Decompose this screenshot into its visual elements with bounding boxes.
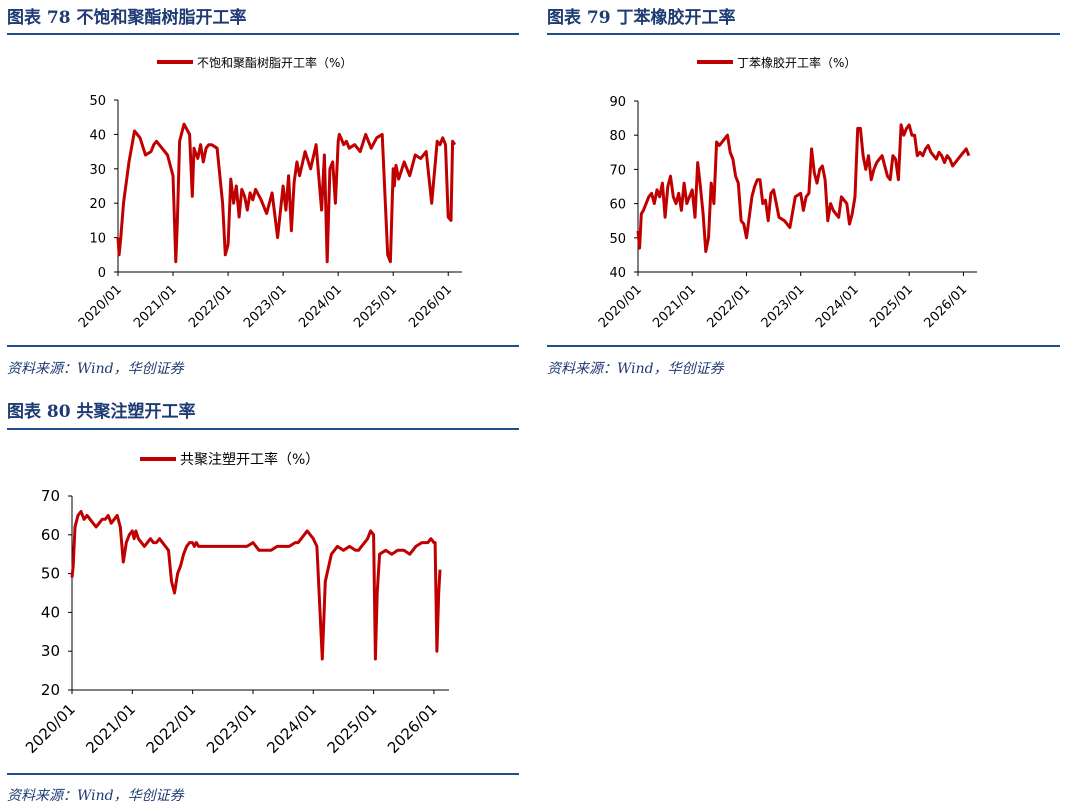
x-tick-label: 2023/01 xyxy=(759,282,808,331)
x-tick-label: 2024/01 xyxy=(263,700,320,757)
y-tick-label: 60 xyxy=(41,526,60,544)
x-tick-label: 2022/01 xyxy=(705,282,754,331)
x-tick-label: 2020/01 xyxy=(596,282,645,331)
title-rule xyxy=(7,33,519,35)
series-line xyxy=(70,510,442,661)
source-rule xyxy=(547,345,1060,347)
y-tick-label: 40 xyxy=(89,128,106,143)
x-tick-label: 2026/01 xyxy=(921,282,970,331)
y-tick-label: 80 xyxy=(609,129,626,144)
chart-title: 图表 78 不饱和聚酯树脂开工率 xyxy=(7,8,247,28)
y-tick-label: 50 xyxy=(89,94,106,109)
source-rule xyxy=(7,345,519,347)
y-tick-label: 50 xyxy=(609,232,626,247)
x-tick-label: 2023/01 xyxy=(241,282,290,331)
chart-title: 图表 79 丁苯橡胶开工率 xyxy=(547,8,736,28)
x-tick-label: 2025/01 xyxy=(351,282,400,331)
y-tick-label: 30 xyxy=(41,642,60,660)
panel-80: 图表 80 共聚注塑开工率 共聚注塑开工率（%） 20 30 40 50 60 70 2020… xyxy=(7,400,519,809)
x-tick-label: 2024/01 xyxy=(296,282,345,331)
y-tick-label: 50 xyxy=(41,565,60,583)
title-rule xyxy=(7,428,519,430)
source-note: 资料来源：Wind，华创证券 xyxy=(7,788,184,804)
x-tick-label: 2021/01 xyxy=(650,282,699,331)
x-tick-label: 2022/01 xyxy=(143,700,200,757)
x-tick-label: 2026/01 xyxy=(406,282,455,331)
legend-label: 丁苯橡胶开工率（%） xyxy=(737,55,856,70)
x-tick-label: 2025/01 xyxy=(867,282,916,331)
panel-78: 图表 78 不饱和聚酯树脂开工率 不饱和聚酯树脂开工率（%） 0 10 20 30 40 5… xyxy=(7,6,519,386)
x-tick-label: 2025/01 xyxy=(324,700,381,757)
y-tick-label: 10 xyxy=(89,232,106,247)
chart-title: 图表 80 共聚注塑开工率 xyxy=(7,402,196,422)
y-tick-label: 0 xyxy=(98,266,106,281)
panel-79: 图表 79 丁苯橡胶开工率 丁苯橡胶开工率（%） 40 50 60 70 80 90 2020… xyxy=(547,6,1060,386)
y-tick-label: 70 xyxy=(41,487,60,505)
y-tick-label: 30 xyxy=(89,163,106,178)
y-tick-label: 60 xyxy=(609,198,626,213)
y-tick-label: 20 xyxy=(41,681,60,699)
legend-label: 共聚注塑开工率（%） xyxy=(180,451,319,468)
x-tick-label: 2022/01 xyxy=(186,282,235,331)
series-line xyxy=(116,122,457,264)
chart-svg: 丁苯橡胶开工率（%） 40 50 60 70 80 90 2020/01 2021/01 2022… xyxy=(596,55,977,331)
y-tick-label: 70 xyxy=(609,163,626,178)
title-rule xyxy=(547,33,1060,35)
chart-svg: 共聚注塑开工率（%） 20 30 40 50 60 70 2020/01 2021/01 2022… xyxy=(22,451,449,757)
x-tick-label: 2024/01 xyxy=(813,282,862,331)
source-note: 资料来源：Wind，华创证券 xyxy=(547,361,724,377)
y-tick-label: 40 xyxy=(41,603,60,621)
x-tick-label: 2020/01 xyxy=(22,700,79,757)
y-tick-label: 40 xyxy=(609,266,626,281)
y-tick-label: 90 xyxy=(609,95,626,110)
legend-label: 不饱和聚酯树脂开工率（%） xyxy=(197,55,352,70)
x-tick-label: 2023/01 xyxy=(203,700,260,757)
source-note: 资料来源：Wind，华创证券 xyxy=(7,361,184,377)
x-tick-label: 2021/01 xyxy=(82,700,139,757)
x-tick-label: 2021/01 xyxy=(131,282,180,331)
x-tick-label: 2026/01 xyxy=(384,700,441,757)
x-tick-label: 2020/01 xyxy=(76,282,125,331)
source-rule xyxy=(7,773,519,775)
series-line xyxy=(636,123,971,253)
y-tick-label: 20 xyxy=(89,197,106,212)
